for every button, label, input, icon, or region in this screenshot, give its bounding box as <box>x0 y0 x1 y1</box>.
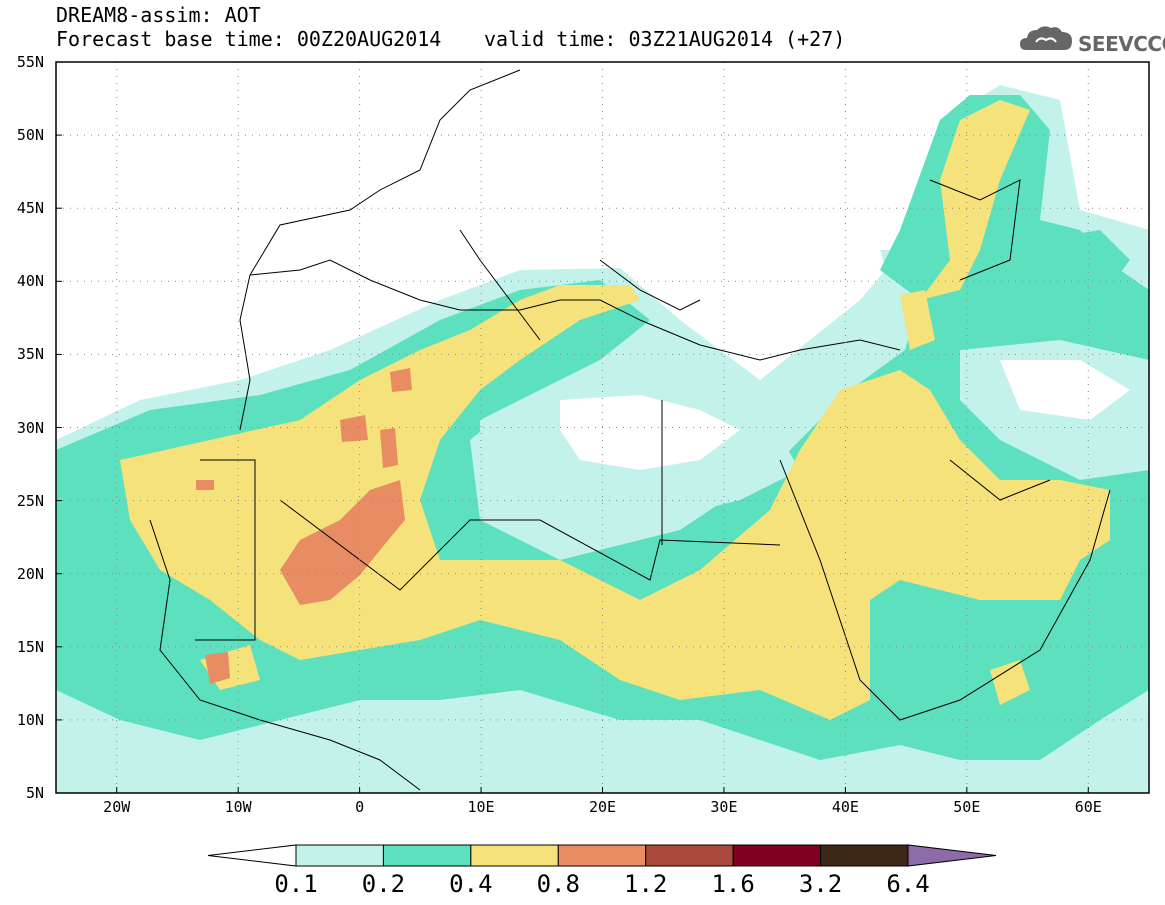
colorbar-under <box>207 844 297 867</box>
map-grid <box>56 62 1149 793</box>
cloud-icon <box>1020 26 1072 50</box>
colorbar-box <box>470 844 559 867</box>
lat-label: 50N <box>16 126 44 145</box>
lat-label: 35N <box>16 345 44 364</box>
colorbar-label: 0.2 <box>361 870 406 898</box>
colorbar-label: 6.4 <box>886 870 930 898</box>
lon-label: 0 <box>355 798 365 816</box>
lon-label: 20W <box>103 798 131 816</box>
lon-label: 60E <box>1074 798 1102 816</box>
aot-field-0.4 <box>120 100 1110 720</box>
logo-text: SEEVCCC <box>1078 32 1165 56</box>
colorbar-box <box>645 844 734 867</box>
colorbar-box <box>732 844 822 867</box>
colorbar-over <box>907 844 997 867</box>
valid-time: valid time: 03Z21AUG2014 (+27) <box>484 27 846 51</box>
lat-label: 45N <box>16 199 44 218</box>
lat-label: 40N <box>16 272 44 291</box>
lon-label: 10E <box>467 798 495 816</box>
lon-label: 30E <box>710 798 738 816</box>
aot-field-0.1-interior <box>480 340 1149 520</box>
colorbar-box <box>382 844 472 867</box>
seevccc-logo: SEEVCCC <box>1018 22 1165 58</box>
colorbar-label: 0.8 <box>536 870 580 898</box>
lat-label: 55N <box>16 53 44 71</box>
colorbar-label: 0.4 <box>449 870 493 898</box>
colorbar-label: 0.1 <box>274 870 318 898</box>
colorbar-label: 3.2 <box>798 870 843 898</box>
lat-label: 15N <box>16 637 44 656</box>
colorbar-box <box>557 844 647 867</box>
lon-label: 20E <box>588 798 617 816</box>
lon-label: 10W <box>224 798 252 816</box>
colorbar-label: 1.2 <box>624 870 668 898</box>
colorbar-box <box>295 844 384 867</box>
coastlines <box>149 69 1111 791</box>
lat-label: 30N <box>16 418 44 437</box>
lat-label: 10N <box>16 710 44 729</box>
aot-field-0.8 <box>196 368 412 684</box>
lat-label: 25N <box>16 491 44 510</box>
forecast-base-time: Forecast base time: 00Z20AUG2014 <box>56 27 442 51</box>
lon-label: 50E <box>953 798 981 816</box>
lat-label: 5N <box>25 784 44 802</box>
colorbar-label: 1.6 <box>711 870 755 898</box>
lat-label: 20N <box>16 564 44 583</box>
colorbar-box <box>820 844 909 867</box>
lon-label: 40E <box>831 798 859 816</box>
title-line-1: DREAM8-assim: AOT <box>56 3 261 27</box>
